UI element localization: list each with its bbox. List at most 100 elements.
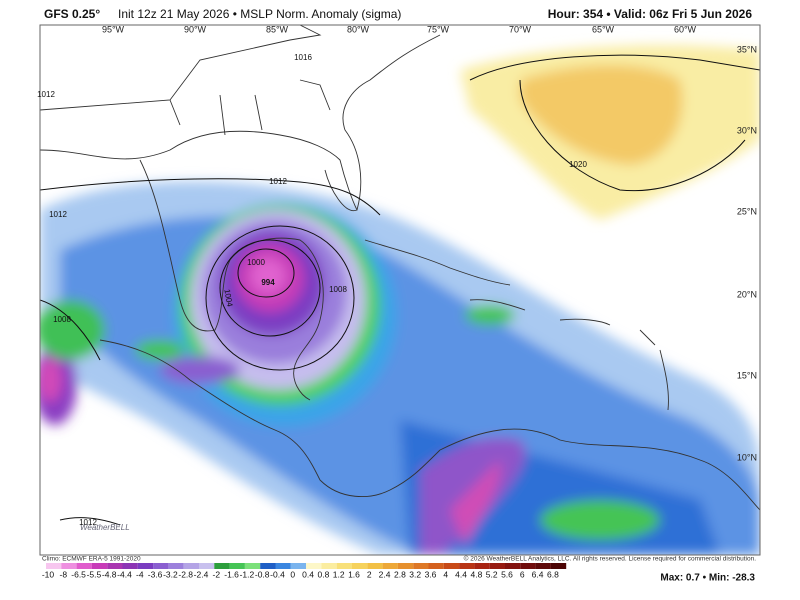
colorbar-label: 0 (290, 569, 295, 579)
colorbar-swatch (321, 563, 337, 569)
logo: WeatherBELL (80, 523, 130, 532)
colorbar-label: 6.4 (532, 569, 544, 579)
isobar-label: 994 (261, 278, 275, 287)
longitude-label: 85°W (266, 24, 289, 34)
colorbar-swatch (122, 563, 138, 569)
map-frame (39, 24, 761, 556)
isobar-label: 1000 (247, 258, 265, 267)
colorbar-swatch (107, 563, 123, 569)
longitude-label: 70°W (509, 24, 532, 34)
colorbar-label: 0.4 (302, 569, 314, 579)
colorbar-label: -2.4 (194, 569, 209, 579)
longitude-label: 65°W (592, 24, 615, 34)
coastlines (40, 25, 760, 511)
anomaly-field (40, 45, 760, 555)
colorbar-label: 2.8 (394, 569, 406, 579)
isobar-label: 1012 (79, 518, 97, 527)
colorbar-label: 1.6 (348, 569, 360, 579)
isobar-label: 1008 (53, 315, 71, 324)
max-min: Max: 0.7 • Min: -28.3 (660, 573, 755, 584)
colorbar-label: -8 (60, 569, 68, 579)
colorbar-swatch (91, 563, 108, 569)
map-title: Init 12z 21 May 2026 • MSLP Norm. Anomal… (118, 7, 401, 21)
colorbar-swatch (61, 563, 77, 569)
isobar-label: 1016 (294, 53, 312, 62)
map (40, 25, 760, 555)
model-name: GFS 0.25° (44, 7, 100, 21)
latitude-label: 30°N (737, 125, 757, 135)
colorbar-label: 3.2 (409, 569, 421, 579)
colorbar-label: -4 (136, 569, 144, 579)
colorbar-label: 3.6 (425, 569, 437, 579)
colorbar-swatch (183, 563, 199, 569)
colorbar-label: -0.8 (255, 569, 270, 579)
colorbar-label: -3.2 (163, 569, 178, 579)
latitude-label: 20°N (737, 289, 757, 299)
isobar-label: 1012 (37, 90, 55, 99)
colorbar-swatch (306, 563, 322, 569)
colorbar-swatch (413, 563, 429, 569)
colorbar-label: 1.2 (333, 569, 345, 579)
colorbar-swatch (168, 563, 184, 569)
colorbar-label: 4 (443, 569, 448, 579)
colorbar-swatch (214, 563, 230, 569)
colorbar-swatch (535, 563, 551, 569)
colorbar-label: -6.5 (71, 569, 86, 579)
copyright: © 2026 WeatherBELL Analytics, LLC. All r… (464, 555, 757, 563)
colorbar-label: -1.6 (224, 569, 239, 579)
colorbar-label: -3.6 (148, 569, 163, 579)
longitude-label: 60°W (674, 24, 697, 34)
longitude-label: 95°W (102, 24, 125, 34)
colorbar-label: 4.4 (455, 569, 467, 579)
colorbar-swatch (229, 563, 245, 569)
colorbar-swatch (137, 563, 154, 569)
colorbar-swatch (336, 563, 352, 569)
longitude-label: 80°W (347, 24, 370, 34)
colorbar-swatch (367, 563, 383, 569)
colorbar-label: -4.4 (117, 569, 132, 579)
colorbar-label: -2 (213, 569, 221, 579)
colorbar-label: 4.8 (470, 569, 482, 579)
colorbar-swatch (382, 563, 398, 569)
isobar-label: 1012 (269, 177, 287, 186)
colorbar-swatch (397, 563, 414, 569)
colorbar-label: 5.6 (501, 569, 513, 579)
longitude-label: 75°W (427, 24, 450, 34)
colorbar-swatch (275, 563, 291, 569)
colorbar-label: -1.2 (240, 569, 255, 579)
isobars (40, 54, 760, 526)
isobar-label: 1004 (222, 288, 234, 308)
colorbar-swatch (244, 563, 261, 569)
latitude-label: 25°N (737, 206, 757, 216)
colorbar-label: -0.4 (270, 569, 285, 579)
colorbar-label: -5.5 (87, 569, 102, 579)
colorbar-swatch (428, 563, 444, 569)
longitude-label: 90°W (184, 24, 207, 34)
colorbar-label: 2 (367, 569, 372, 579)
colorbar-swatch (443, 563, 460, 569)
colorbar-label: 5.2 (486, 569, 498, 579)
colorbar-swatch (260, 563, 276, 569)
latitude-label: 10°N (737, 452, 757, 462)
colorbar-label: -10 (42, 569, 55, 579)
valid-time: Hour: 354 • Valid: 06z Fri 5 Jun 2026 (548, 7, 753, 21)
colorbar-label: 2.4 (379, 569, 391, 579)
colorbar-label: -4.8 (102, 569, 117, 579)
colorbar-swatch (46, 563, 62, 569)
colorbar-swatch (520, 563, 536, 569)
climo-note: Climo: ECMWF ERA-5 1991-2020 (42, 556, 141, 563)
colorbar-swatch (550, 563, 567, 569)
isobar-label: 1008 (329, 285, 347, 294)
colorbar-swatch (153, 563, 169, 569)
colorbar-swatch (505, 563, 521, 569)
colorbar-swatch (474, 563, 490, 569)
colorbar-swatch (352, 563, 368, 569)
colorbar-label: 6 (520, 569, 525, 579)
colorbar-swatch (76, 563, 92, 569)
colorbar-label: 6.8 (547, 569, 559, 579)
colorbar-swatch (290, 563, 307, 569)
isobar-label: 1012 (49, 210, 67, 219)
isobar-label: 1020 (569, 160, 587, 169)
colorbar-swatch (459, 563, 475, 569)
